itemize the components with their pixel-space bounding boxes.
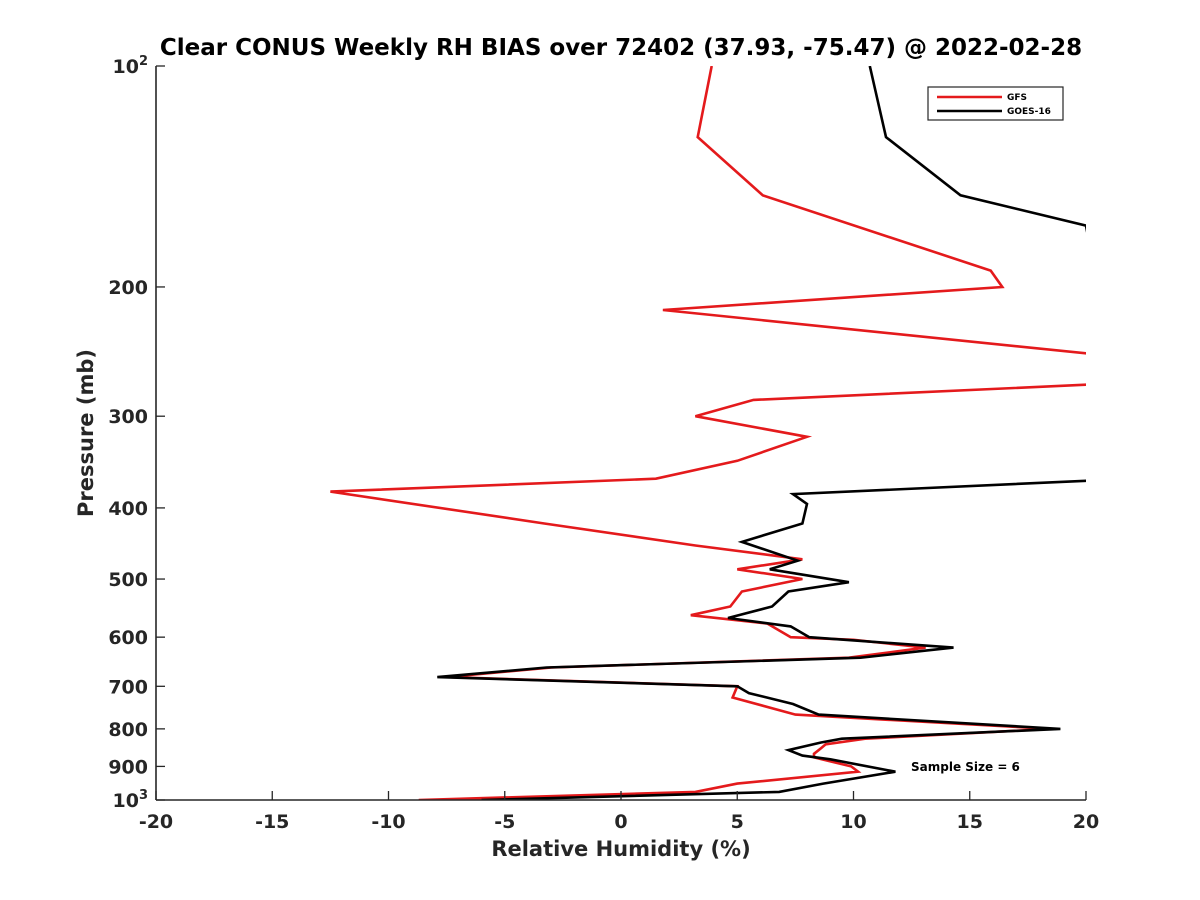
y-tick-label-base: 300 [108,406,148,428]
y-tick-label: 700 [108,676,148,698]
x-tick-label: -10 [371,811,405,833]
y-tick-label: 800 [108,719,148,741]
y-tick-label: 102 [113,54,149,78]
y-tick-label-exponent: 3 [139,788,148,803]
y-tick-label-base: 10 [113,56,139,78]
legend: GFS GOES-16 [927,86,1064,121]
x-tick-label: -15 [255,811,289,833]
x-tick-label: -20 [139,811,173,833]
y-tick-label-exponent: 2 [139,54,148,69]
y-tick-label: 500 [108,569,148,591]
y-tick-label-base: 200 [108,277,148,299]
x-tick-label: 10 [840,811,866,833]
chart-title: Clear CONUS Weekly RH BIAS over 72402 (3… [160,35,1082,61]
y-axis-title: Pressure (mb) [74,349,98,517]
x-tick-label: 0 [614,811,627,833]
y-tick-label-base: 700 [108,676,148,698]
y-tick-label: 300 [108,406,148,428]
legend-label-gfs: GFS [1007,93,1027,103]
x-tick-label: -5 [494,811,515,833]
y-tick-label-base: 800 [108,719,148,741]
y-tick-label: 900 [108,756,148,778]
x-tick-label: 15 [957,811,983,833]
x-axis-title: Relative Humidity (%) [491,837,750,861]
y-tick-label-base: 500 [108,569,148,591]
y-tick-label: 600 [108,627,148,649]
y-tick-label-base: 900 [108,756,148,778]
y-tick-label-base: 600 [108,627,148,649]
series-line-goes16 [437,66,1086,800]
y-tick-label-base: 10 [113,790,139,812]
y-tick-label: 200 [108,277,148,299]
sample-size-annotation: Sample Size = 6 [911,760,1020,774]
y-tick-label: 103 [113,788,149,812]
legend-label-goes16: GOES-16 [1007,107,1051,117]
y-tick-label-base: 400 [108,498,148,520]
y-tick-label: 400 [108,498,148,520]
series-line-gfs [330,66,1086,800]
x-tick-label: 5 [731,811,744,833]
x-tick-label: 20 [1073,811,1099,833]
